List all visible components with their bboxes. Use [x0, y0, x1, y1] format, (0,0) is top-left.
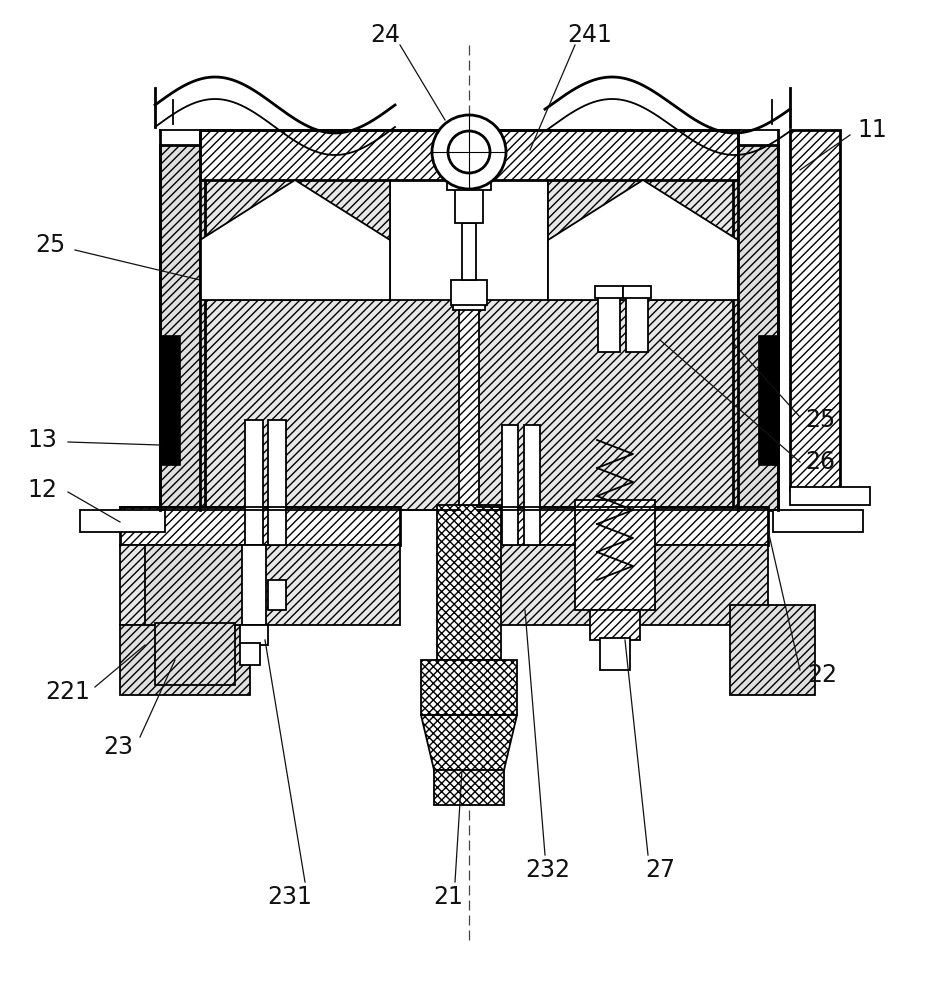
Polygon shape [200, 300, 460, 510]
Bar [790, 487, 870, 505]
Bar [421, 660, 517, 715]
Text: 232: 232 [525, 858, 570, 882]
Bar [120, 507, 400, 545]
Bar [240, 643, 260, 665]
Text: 21: 21 [433, 885, 463, 909]
Bar [524, 425, 540, 545]
Polygon shape [548, 180, 738, 300]
Text: 12: 12 [27, 478, 57, 502]
Bar [575, 500, 655, 610]
Bar [80, 510, 165, 532]
Polygon shape [200, 180, 390, 300]
Text: 13: 13 [27, 428, 57, 452]
Bar [240, 625, 268, 645]
Bar [160, 335, 180, 465]
Bar [462, 223, 476, 280]
Ellipse shape [432, 115, 506, 189]
Bar [598, 294, 620, 352]
Bar [200, 130, 738, 180]
Bar [268, 580, 286, 610]
Polygon shape [548, 180, 738, 300]
Bar [447, 170, 491, 190]
Bar [453, 292, 485, 310]
Bar [268, 420, 286, 545]
Bar [120, 625, 250, 695]
Bar [160, 145, 205, 510]
Bar [242, 545, 266, 625]
Ellipse shape [448, 131, 490, 173]
Bar [434, 770, 504, 805]
Bar [730, 605, 815, 695]
Bar [502, 425, 518, 545]
Bar [451, 280, 487, 305]
Polygon shape [478, 300, 738, 510]
Text: 26: 26 [805, 450, 835, 474]
Text: 27: 27 [645, 858, 675, 882]
Bar [459, 300, 479, 505]
Bar [245, 420, 263, 545]
Bar [455, 152, 483, 223]
Text: 231: 231 [267, 885, 312, 909]
Bar [626, 294, 648, 352]
Bar [595, 286, 623, 298]
Bar [790, 130, 840, 490]
Polygon shape [421, 715, 517, 770]
Bar [758, 335, 778, 465]
Bar [773, 510, 863, 532]
Bar [478, 507, 768, 545]
Bar [437, 505, 501, 660]
Text: 11: 11 [857, 118, 886, 142]
Text: 23: 23 [103, 735, 133, 759]
Bar [478, 545, 768, 625]
Bar [155, 623, 235, 685]
Polygon shape [548, 180, 738, 300]
Bar [590, 610, 640, 640]
Bar [623, 286, 651, 298]
Text: 24: 24 [370, 23, 400, 47]
Bar [733, 145, 778, 510]
Bar [145, 545, 245, 625]
Bar [600, 638, 630, 670]
Text: 22: 22 [807, 663, 837, 687]
Text: 25: 25 [35, 233, 65, 257]
Polygon shape [200, 180, 390, 300]
Text: 241: 241 [567, 23, 613, 47]
Text: 221: 221 [46, 680, 90, 704]
Text: 25: 25 [805, 408, 835, 432]
Bar [120, 545, 400, 625]
Polygon shape [200, 180, 390, 300]
